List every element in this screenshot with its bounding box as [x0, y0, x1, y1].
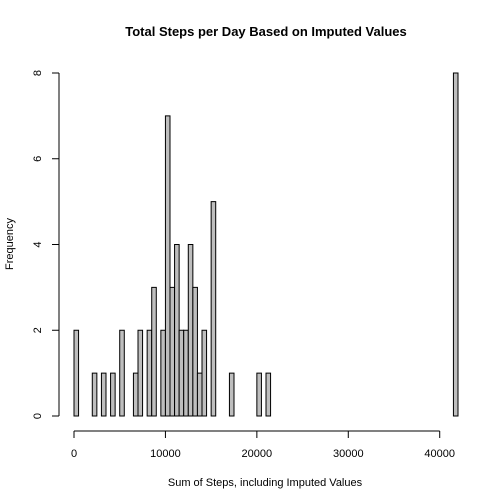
- histogram-bar: [210, 201, 217, 417]
- chart-title: Total Steps per Day Based on Imputed Val…: [125, 24, 407, 39]
- histogram-bar: [265, 372, 272, 417]
- histogram-bar: [196, 372, 203, 417]
- histogram-bar: [178, 329, 185, 417]
- histogram-bars: [73, 72, 459, 417]
- histogram-bar: [137, 329, 144, 417]
- histogram-bar: [91, 372, 98, 417]
- histogram-bar: [169, 286, 176, 417]
- histogram-bar: [201, 329, 208, 417]
- histogram-bar: [187, 244, 194, 417]
- histogram-bar: [110, 372, 116, 417]
- histogram-bar: [183, 329, 189, 417]
- histogram-bar: [164, 115, 171, 417]
- histogram-bar: [174, 244, 180, 417]
- histogram-bar: [100, 372, 107, 417]
- histogram-bar: [119, 329, 125, 417]
- x-axis: 0 10000 20000 30000 40000: [71, 430, 455, 460]
- x-tick-label: 30000: [333, 448, 364, 460]
- x-axis-label: Sum of Steps, including Imputed Values: [168, 477, 363, 489]
- x-tick-label: 10000: [150, 448, 181, 460]
- x-tick-label: 20000: [242, 448, 273, 460]
- histogram-bar: [146, 329, 153, 417]
- y-tick-label: 0: [32, 413, 44, 419]
- y-tick-label: 2: [32, 327, 44, 333]
- histogram-bar: [151, 286, 157, 417]
- x-tick-label: 40000: [424, 448, 455, 460]
- histogram-bar: [256, 372, 262, 417]
- x-tick-label: 0: [71, 448, 77, 460]
- y-tick-label: 4: [32, 241, 44, 247]
- histogram-bar: [228, 372, 235, 417]
- histogram-bar: [452, 72, 459, 417]
- y-axis: 0 2 4 6 8: [32, 70, 60, 419]
- y-tick-label: 6: [32, 156, 44, 162]
- histogram-bar: [132, 372, 139, 417]
- y-tick-label: 8: [32, 70, 44, 76]
- histogram-bar: [160, 329, 166, 417]
- histogram-bar: [73, 329, 80, 417]
- histogram-bar: [192, 286, 198, 417]
- y-axis-label: Frequency: [4, 218, 16, 270]
